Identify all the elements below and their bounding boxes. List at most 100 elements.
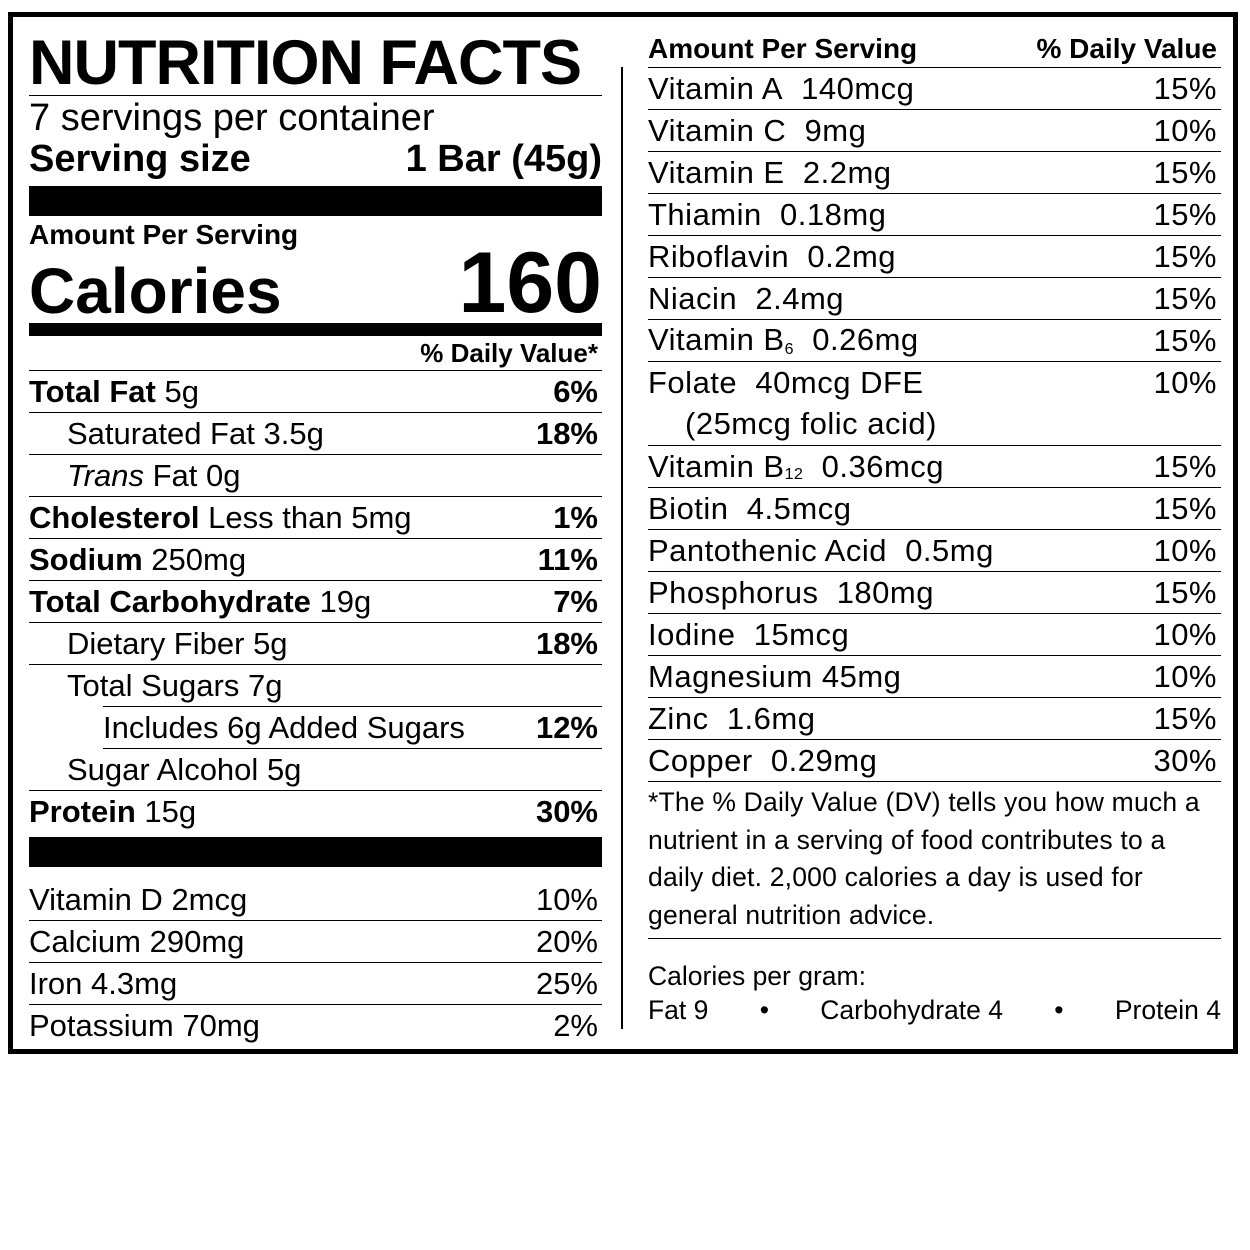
thick-separator — [29, 837, 602, 867]
mineral-name: Potassium — [29, 1007, 174, 1043]
nutrient-name: Protein — [29, 793, 136, 829]
nutrient-row-sugar-alcohol: Sugar Alcohol 5g — [29, 749, 602, 791]
right-column: Amount Per Serving % Daily Value Vitamin… — [648, 31, 1221, 1027]
vitamin-dv: 15% — [1153, 490, 1217, 526]
vitamin-name: Riboflavin — [648, 238, 790, 274]
vitamin-name: Pantothenic Acid — [648, 532, 887, 568]
cpg-fat: Fat 9 — [648, 995, 709, 1025]
mineral-amount: 4.3mg — [91, 965, 178, 1001]
serving-size-label: Serving size — [29, 138, 251, 180]
nutrient-amount: 7g — [247, 667, 283, 703]
nutrient-dv: 7% — [553, 583, 598, 619]
vitamin-dv: 10% — [1153, 112, 1217, 148]
vitamin-amount: 40mcg DFE — [755, 365, 924, 400]
right-header-dv: % Daily Value — [1036, 33, 1217, 64]
nutrient-dv: 18% — [535, 625, 598, 661]
vitamin-row-riboflavin: Riboflavin 0.2mg 15% — [648, 236, 1221, 278]
vitamin-row-biotin: Biotin 4.5mcg 15% — [648, 488, 1221, 530]
vitamin-row-phosphorus: Phosphorus 180mg 15% — [648, 572, 1221, 614]
vitamin-name: Vitamin B — [648, 322, 785, 357]
vitamin-dv: 15% — [1153, 700, 1217, 736]
calories-per-gram-row: Fat 9 • Carbohydrate 4 • Protein 4 — [648, 993, 1221, 1027]
nutrient-name-italic: Trans — [67, 457, 144, 493]
vitamin-dv: 15% — [1153, 196, 1217, 232]
vitamin-dv: 10% — [1153, 365, 1217, 400]
vitamin-dv: 15% — [1153, 154, 1217, 190]
vitamin-amount: 180mg — [836, 574, 934, 610]
vitamin-dv: 15% — [1153, 574, 1217, 610]
vitamin-row-e: Vitamin E 2.2mg 15% — [648, 152, 1221, 194]
vitamin-row-iodine: Iodine 15mcg 10% — [648, 614, 1221, 656]
vitamin-dv: 15% — [1153, 70, 1217, 106]
calories-label: Calories — [29, 255, 282, 327]
vitamin-amount: 0.5mg — [905, 532, 994, 568]
vitamin-amount: 0.36mcg — [821, 448, 945, 484]
vitamin-subscript: 6 — [784, 341, 795, 358]
nutrient-dv: 11% — [537, 541, 598, 577]
nutrient-dv: 6% — [553, 373, 598, 409]
calories-per-gram-label: Calories per gram: — [648, 961, 866, 991]
serving-size-row: Serving size 1 Bar (45g) — [29, 137, 602, 181]
daily-value-header: % Daily Value* — [29, 336, 602, 371]
right-header-amount: Amount Per Serving — [648, 33, 918, 64]
vitamin-amount: 0.29mg — [770, 742, 878, 778]
vitamin-row-copper: Copper 0.29mg 30% — [648, 740, 1221, 782]
vitamin-dv: 10% — [1153, 616, 1217, 652]
vitamin-amount: 45mg — [821, 658, 902, 694]
mineral-name: Vitamin D — [29, 881, 163, 917]
cpg-carbohydrate: Carbohydrate 4 — [820, 995, 1003, 1025]
vitamin-name: Folate — [648, 365, 738, 400]
vitamin-row-pantothenic-acid: Pantothenic Acid 0.5mg 10% — [648, 530, 1221, 572]
vitamin-name: Biotin — [648, 490, 729, 526]
calories-value: 160 — [458, 235, 603, 331]
vitamin-name: Thiamin — [648, 196, 762, 232]
nutrient-amount: 0g — [206, 457, 241, 493]
nutrient-dv: 12% — [535, 709, 598, 745]
vitamin-name: Vitamin E — [648, 154, 785, 190]
vitamin-dv: 10% — [1153, 658, 1217, 694]
vitamin-amount: 4.5mcg — [746, 490, 852, 526]
cpg-protein: Protein 4 — [1114, 995, 1221, 1025]
nutrient-row-saturated-fat: Saturated Fat 3.5g 18% — [29, 413, 602, 455]
mineral-row-calcium: Calcium 290mg 20% — [29, 921, 602, 963]
vitamin-name: Zinc — [648, 700, 709, 736]
mineral-amount: 290mg — [149, 923, 245, 959]
vitamin-row-thiamin: Thiamin 0.18mg 15% — [648, 194, 1221, 236]
vitamin-amount: 0.2mg — [807, 238, 897, 274]
left-column: NUTRITION FACTS 7 servings per container… — [29, 31, 602, 1046]
nutrient-amount: 19g — [319, 583, 372, 619]
mineral-dv: 10% — [535, 881, 598, 917]
vitamin-dv: 30% — [1153, 742, 1217, 778]
amount-per-serving: Amount Per Serving — [29, 219, 299, 250]
nutrient-name: Sodium — [29, 541, 143, 577]
nutrient-name: Saturated Fat — [67, 415, 255, 451]
nutrient-name: Total Sugars — [67, 667, 240, 703]
vitamin-row-c: Vitamin C 9mg 10% — [648, 110, 1221, 152]
vitamin-row-zinc: Zinc 1.6mg 15% — [648, 698, 1221, 740]
nutrient-row-total-carbohydrate: Total Carbohydrate 19g 7% — [29, 581, 602, 623]
nutrient-amount: 15g — [144, 793, 197, 829]
vitamin-row-b6: Vitamin B6 0.26mg 15% — [648, 320, 1221, 362]
nutrient-name-rest: Fat — [152, 457, 198, 493]
mineral-dv: 25% — [535, 965, 598, 1001]
vitamin-row-a: Vitamin A 140mcg 15% — [648, 68, 1221, 110]
vitamin-name: Vitamin C — [648, 112, 787, 148]
vitamin-dv: 10% — [1153, 532, 1217, 568]
nutrient-name: Includes 6g Added Sugars — [103, 709, 465, 745]
bullet-icon: • — [1054, 995, 1064, 1025]
nutrient-amount: 5g — [266, 751, 302, 787]
nutrient-row-dietary-fiber: Dietary Fiber 5g 18% — [29, 623, 602, 665]
nutrient-name: Total Carbohydrate — [29, 583, 311, 619]
vitamin-row-b12: Vitamin B12 0.36mcg 15% — [648, 446, 1221, 488]
vitamin-name: Magnesium — [648, 658, 813, 694]
serving-size-value: 1 Bar (45g) — [405, 138, 602, 180]
nutrient-amount: 5g — [253, 625, 288, 661]
mineral-row-vitamin-d: Vitamin D 2mcg 10% — [29, 879, 602, 921]
right-header: Amount Per Serving % Daily Value — [648, 31, 1221, 68]
vitamin-row-magnesium: Magnesium 45mg 10% — [648, 656, 1221, 698]
vitamin-amount: 9mg — [804, 112, 867, 148]
nutrient-name: Dietary Fiber — [67, 625, 245, 661]
column-divider — [621, 67, 623, 1029]
servings-per-container: 7 servings per container — [29, 97, 435, 139]
nutrient-row-protein: Protein 15g 30% — [29, 791, 602, 832]
